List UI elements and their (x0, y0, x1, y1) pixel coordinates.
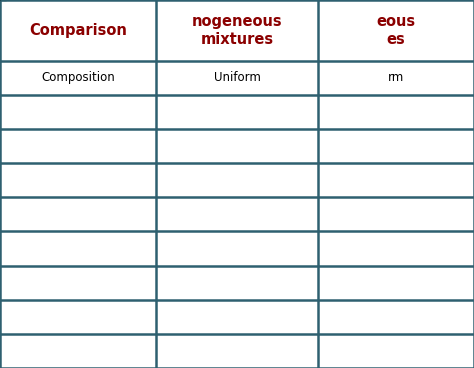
Text: Comparison: Comparison (29, 23, 127, 38)
Text: Composition: Composition (41, 71, 115, 84)
Text: eous
es: eous es (376, 14, 415, 47)
Text: rm: rm (388, 71, 404, 84)
Text: nogeneous
mixtures: nogeneous mixtures (191, 14, 283, 47)
Text: Uniform: Uniform (214, 71, 260, 84)
